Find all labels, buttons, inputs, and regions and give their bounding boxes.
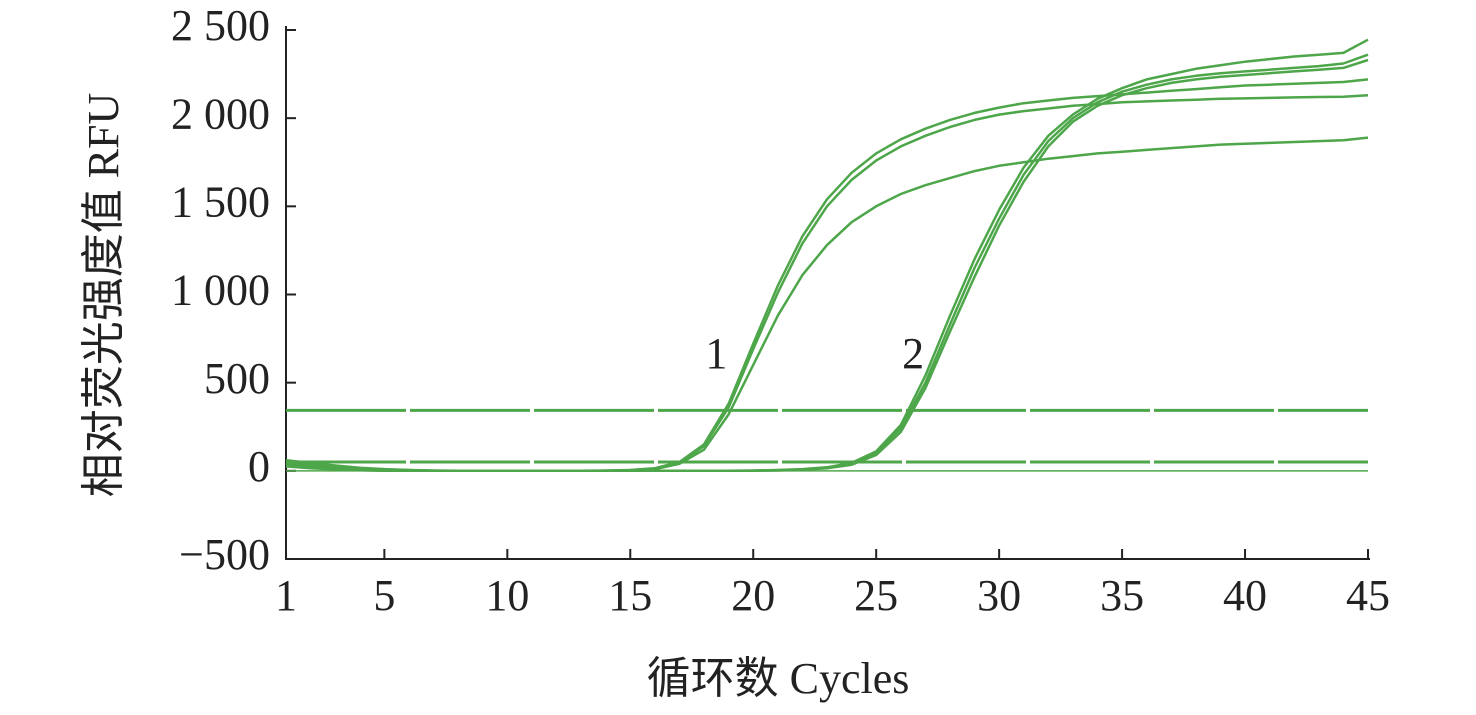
- amplification-curve: [285, 38, 1369, 473]
- y-tick-label: 2 500: [171, 1, 270, 50]
- amplification-curve: [285, 136, 1369, 473]
- x-tick-label: 15: [608, 571, 652, 620]
- y-tick-label: 0: [248, 442, 270, 491]
- x-tick-label: 30: [977, 571, 1021, 620]
- y-tick-label: 2 000: [171, 89, 270, 138]
- x-tick-label: 1: [275, 571, 297, 620]
- x-axis-label: 循环数 Cycles: [647, 654, 910, 703]
- y-tick-label: −500: [179, 530, 270, 579]
- y-tick-label: 1 500: [171, 177, 270, 226]
- x-tick-label: 5: [373, 571, 395, 620]
- y-tick-label: 1 000: [171, 266, 270, 315]
- amplification-curve: [285, 58, 1369, 473]
- x-tick-label: 35: [1100, 571, 1144, 620]
- annotation: 1: [705, 329, 727, 378]
- x-tick-label: 25: [854, 571, 898, 620]
- x-tick-label: 10: [485, 571, 529, 620]
- x-tick-label: 40: [1223, 571, 1267, 620]
- amplification-curve: [285, 53, 1369, 473]
- y-axis-label: 相对荧光强度值 RFU: [79, 93, 128, 498]
- x-tick-label: 20: [731, 571, 775, 620]
- amplification-curve: [285, 78, 1369, 473]
- y-tick-label: 500: [204, 354, 270, 403]
- annotation: 2: [902, 329, 924, 378]
- x-tick-label: 45: [1346, 571, 1390, 620]
- amplification-curve: [285, 93, 1369, 473]
